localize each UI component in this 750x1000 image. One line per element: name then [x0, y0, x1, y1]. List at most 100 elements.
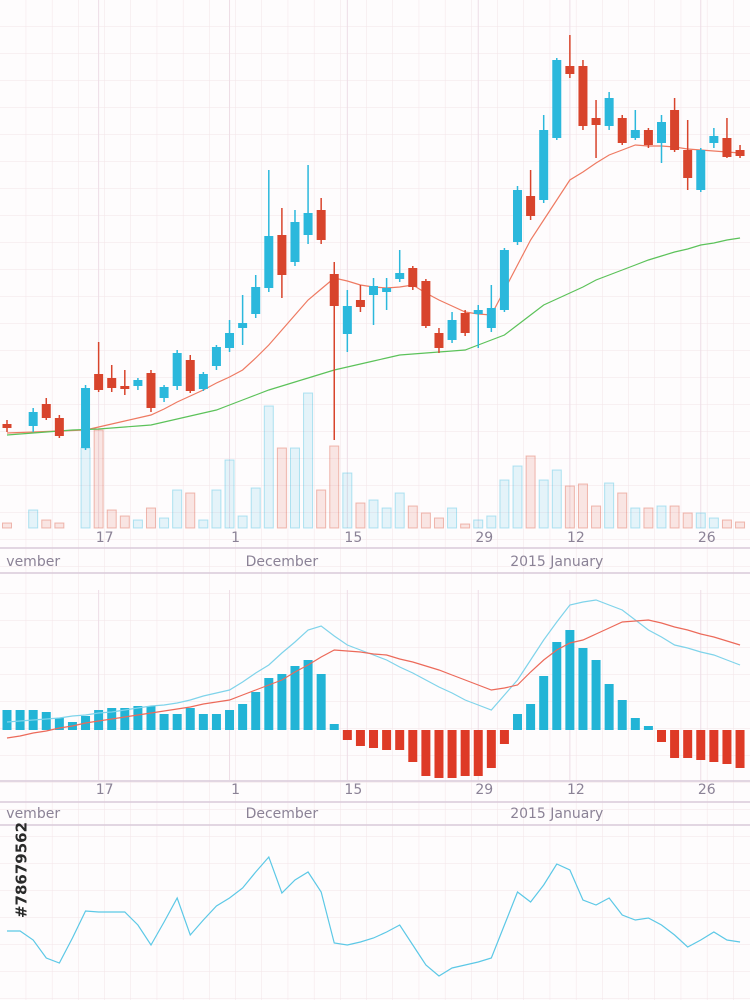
- histogram-bar: [382, 730, 392, 750]
- candle-body: [238, 323, 248, 328]
- candle-body: [722, 138, 732, 157]
- candle-body: [565, 66, 575, 74]
- candle-body: [552, 60, 562, 138]
- volume-bar: [224, 459, 235, 529]
- candle-body: [41, 404, 51, 418]
- x-tick-label: 17: [96, 782, 114, 798]
- candle-body: [303, 213, 313, 235]
- volume-bar: [303, 392, 314, 529]
- x-tick-label: 17: [96, 530, 114, 546]
- volume-bar: [119, 515, 130, 529]
- candle-body: [211, 347, 221, 366]
- candle-body: [513, 190, 523, 242]
- volume-bar: [669, 505, 680, 529]
- candle-body: [499, 250, 509, 310]
- histogram-bar: [185, 708, 195, 730]
- candle-body: [290, 222, 300, 262]
- volume-bar: [250, 487, 261, 529]
- volume-bar: [525, 455, 536, 529]
- month-label: vember: [6, 806, 60, 822]
- histogram-bar: [120, 708, 130, 730]
- candle-body: [486, 308, 496, 328]
- candle-body: [604, 98, 614, 126]
- histogram-bar: [316, 674, 326, 730]
- histogram-bar: [630, 718, 640, 730]
- histogram-bar: [133, 706, 143, 730]
- candle-body: [329, 274, 339, 306]
- histogram-bar: [41, 712, 51, 730]
- histogram-bar: [591, 660, 601, 730]
- candle-body: [120, 386, 130, 389]
- month-label: December: [246, 806, 319, 822]
- volume-bar: [682, 512, 693, 529]
- histogram-bar: [225, 710, 235, 730]
- candle-body: [251, 287, 261, 314]
- histogram-bar: [251, 692, 261, 730]
- oscillator-line: [7, 855, 741, 977]
- histogram-bar: [146, 706, 156, 730]
- volume-bar: [564, 485, 575, 529]
- histogram-bar: [735, 730, 745, 768]
- histogram-bar: [290, 666, 300, 730]
- watermark: #78679562: [13, 822, 31, 918]
- candle-body: [355, 300, 365, 307]
- histogram-bar: [643, 726, 653, 730]
- candle-body: [670, 110, 680, 150]
- candle-body: [683, 150, 693, 178]
- volume-bar: [394, 492, 405, 529]
- histogram-bar: [159, 714, 169, 730]
- candle-body: [447, 320, 457, 340]
- volume-bar: [735, 521, 746, 529]
- candle-body: [159, 387, 169, 398]
- candle-body: [225, 333, 235, 348]
- volume-bar: [132, 519, 143, 529]
- volume-bar: [159, 517, 170, 529]
- histogram-bar: [2, 710, 12, 730]
- month-label: December: [246, 554, 319, 570]
- macd-line: [6, 599, 741, 723]
- x-tick-label: 12: [567, 782, 585, 798]
- volume-bar: [617, 492, 628, 529]
- volume-bar: [433, 517, 444, 529]
- histogram-bar: [539, 676, 549, 730]
- histogram-bar: [238, 704, 248, 730]
- volume-bar: [28, 509, 39, 529]
- histogram-bar: [54, 718, 64, 730]
- histogram-bar: [565, 630, 575, 730]
- volume-bar: [577, 483, 588, 529]
- volume-bar: [473, 519, 484, 529]
- histogram-bar: [473, 730, 483, 776]
- volume-bar: [316, 489, 327, 529]
- x-tick-label: 12: [567, 530, 585, 546]
- histogram-bar: [342, 730, 352, 740]
- candle-body: [408, 268, 418, 287]
- candle-body: [28, 412, 38, 426]
- histogram-bar: [15, 710, 25, 730]
- volume-bar: [263, 405, 274, 529]
- x-tick-label: 1: [231, 530, 240, 546]
- histogram-bar: [447, 730, 457, 778]
- candle-body: [395, 273, 405, 279]
- volume-bar: [407, 505, 418, 529]
- candle-body: [382, 288, 392, 292]
- candle-body: [146, 373, 156, 408]
- candle-body: [526, 196, 536, 216]
- volume-bar: [329, 445, 340, 529]
- x-tick-label: 15: [344, 530, 362, 546]
- volume-bar: [604, 482, 615, 529]
- histogram-bar: [369, 730, 379, 748]
- candle-body: [657, 122, 666, 143]
- volume-bar: [80, 447, 91, 529]
- volume-bar: [211, 489, 222, 529]
- volume-bar: [198, 519, 209, 529]
- volume-bar: [93, 429, 104, 529]
- histogram-bar: [513, 714, 523, 730]
- histogram-bar: [355, 730, 365, 746]
- histogram-bar: [604, 684, 614, 730]
- volume-bar: [538, 479, 549, 529]
- volume-bar: [512, 465, 523, 529]
- histogram-bar: [486, 730, 496, 768]
- histogram-bar: [709, 730, 719, 762]
